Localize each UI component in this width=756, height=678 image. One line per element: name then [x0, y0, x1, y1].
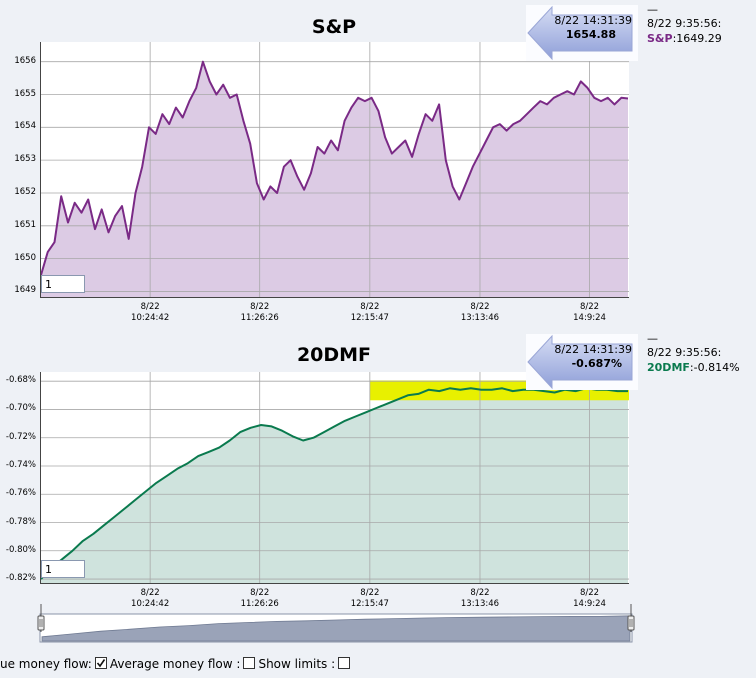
dmf-x-tick-label: 8/22 14:9:24: [560, 588, 620, 610]
dmf-area-fill: [41, 388, 628, 584]
navigator-area: [41, 615, 631, 642]
dmf-legend-entry: 20DMF:-0.814%: [647, 361, 740, 375]
sp-x-tick-time: 11:26:26: [240, 313, 279, 323]
sp-y-tick-label: 1652: [14, 186, 36, 197]
sp-y-tick-label: 1650: [14, 252, 36, 263]
dmf-legend-time: 8/22 9:35:56:: [647, 346, 722, 359]
sp-zoom-input[interactable]: 1: [41, 275, 85, 293]
sp-x-tick-label: 8/22 12:15:47: [340, 302, 400, 324]
average-money-flow-label: Average money flow :: [109, 657, 241, 671]
sp-grid: [40, 42, 629, 298]
dmf-legend-name: 20DMF: [647, 361, 690, 374]
dmf-y-tick-label: -0.76%: [5, 488, 36, 499]
dmf-x-tick-time: 10:24:42: [131, 599, 170, 609]
navigator-right-handle[interactable]: [627, 604, 635, 632]
show-limits-checkbox[interactable]: [338, 657, 351, 669]
sp-x-tick-date: 8/22: [140, 302, 160, 312]
sp-legend-name: S&P: [647, 32, 673, 45]
sp-x-tick-date: 8/22: [579, 302, 600, 312]
dmf-y-tick-label: -0.70%: [5, 403, 36, 414]
dmf-x-tick-label: 8/22 13:13:46: [450, 588, 510, 610]
sp-x-tick-label: 8/22 10:24:42: [120, 302, 180, 324]
range-navigator[interactable]: [36, 604, 636, 646]
dmf-grid: [40, 372, 629, 584]
dmf-y-tick-label: -0.72%: [5, 431, 36, 442]
sp-hover-time: 8/22 14:31:39: [554, 14, 632, 27]
sp-legend-value: 1649.29: [676, 32, 722, 45]
dmf-x-tick-date: 8/22: [360, 588, 380, 598]
sp-x-tick-date: 8/22: [360, 302, 380, 312]
dmf-y-tick-label: -0.82%: [5, 573, 36, 584]
sp-y-tick-label: 1651: [14, 219, 36, 230]
dmf-legend-marker: —: [647, 332, 658, 345]
dmf-y-axis: -0.68% -0.70% -0.72% -0.74% -0.76% -0.78% -0.8…: [0, 372, 40, 584]
sp-legend-sep: :: [672, 32, 677, 45]
sp-plot-area[interactable]: [40, 42, 629, 298]
sp-hover-arrow-icon: [526, 5, 638, 61]
dmf-x-tick-date: 8/22: [140, 588, 160, 598]
dmf-y-tick-label: -0.68%: [5, 375, 36, 386]
sp-y-axis: 1656 1655 1654 1653 1652 1651 1650 1649: [0, 48, 40, 298]
dmf-x-tick-time: 14:9:24: [573, 599, 606, 609]
sp-x-tick-time: 10:24:42: [131, 313, 170, 323]
dmf-x-tick-time: 13:13:46: [460, 599, 500, 609]
dmf-x-axis: 8/22 10:24:42 8/22 11:26:26 8/22 12:15:47 8/22…: [40, 588, 629, 614]
dmf-hover-value: -0.687%: [571, 357, 622, 370]
sp-x-tick-label: 8/22 14:9:24: [560, 302, 620, 324]
sp-legend-marker: —: [647, 3, 658, 16]
sp-chart-title: S&P: [311, 16, 357, 38]
sp-y-tick-label: 1655: [14, 88, 36, 99]
average-money-flow-checkbox[interactable]: [243, 657, 256, 669]
value-money-flow-label: ue money flow:: [0, 657, 92, 671]
money-flow-controls: ue money flow: Average money flow : Show l…: [0, 657, 353, 671]
dmf-chart-title: 20DMF: [296, 344, 372, 366]
sp-x-axis: 8/22 10:24:42 8/22 11:26:26 8/22 12:15:47 8/22…: [40, 302, 629, 328]
sp-y-tick-label: 1656: [14, 55, 36, 66]
show-limits-label: Show limits :: [258, 657, 336, 671]
dmf-plot-area[interactable]: [40, 372, 629, 584]
dmf-legend-sep: :: [689, 361, 694, 374]
dmf-x-tick-time: 12:15:47: [350, 599, 389, 609]
navigator-left-handle[interactable]: [37, 604, 45, 632]
dmf-x-tick-label: 8/22 11:26:26: [230, 588, 290, 610]
sp-area-fill: [41, 61, 628, 298]
dmf-x-tick-date: 8/22: [579, 588, 600, 598]
dmf-hover-time: 8/22 14:31:39: [554, 343, 632, 356]
dmf-x-tick-date: 8/22: [470, 588, 490, 598]
check-icon: [96, 659, 106, 668]
sp-x-tick-label: 8/22 11:26:26: [230, 302, 290, 324]
sp-y-tick-label: 1654: [14, 121, 36, 132]
dmf-legend-value: -0.814%: [693, 361, 740, 374]
dmf-x-tick-label: 8/22 12:15:47: [340, 588, 400, 610]
sp-series-line: [40, 60, 629, 276]
sp-y-tick-label: 1649: [14, 285, 36, 296]
sp-x-tick-time: 13:13:46: [460, 313, 500, 323]
sp-x-tick-label: 8/22 13:13:46: [450, 302, 510, 324]
sp-x-tick-time: 14:9:24: [573, 313, 606, 323]
sp-x-tick-date: 8/22: [470, 302, 490, 312]
sp-x-tick-date: 8/22: [250, 302, 270, 312]
dmf-x-tick-time: 11:26:26: [240, 599, 279, 609]
sp-y-tick-label: 1653: [14, 154, 36, 165]
value-money-flow-checkbox[interactable]: [94, 657, 107, 669]
dmf-x-tick-label: 8/22 10:24:42: [120, 588, 180, 610]
dmf-y-tick-label: -0.74%: [5, 459, 36, 470]
sp-hover-value: 1654.88: [565, 28, 616, 41]
dmf-hover-arrow-icon: [526, 334, 638, 390]
sp-x-tick-time: 12:15:47: [350, 313, 389, 323]
dmf-y-tick-label: -0.80%: [5, 544, 36, 555]
dmf-x-tick-date: 8/22: [250, 588, 270, 598]
dmf-zoom-input[interactable]: 1: [41, 560, 85, 578]
sp-legend-entry: S&P:1649.29: [647, 32, 722, 46]
dmf-y-tick-label: -0.78%: [5, 516, 36, 527]
sp-legend-time: 8/22 9:35:56:: [647, 17, 722, 30]
